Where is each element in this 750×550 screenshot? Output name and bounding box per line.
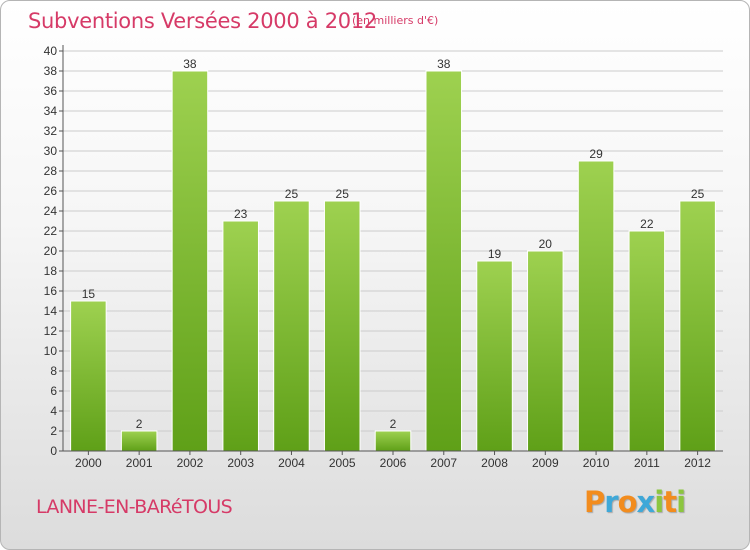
bar-2002 (171, 70, 209, 452)
data-label: 2 (390, 417, 397, 431)
data-label: 15 (82, 287, 96, 301)
data-label: 2 (136, 417, 143, 431)
y-tick-label: 34 (44, 104, 58, 118)
bar-2000 (70, 300, 107, 452)
x-tick-label: 2012 (684, 456, 711, 470)
y-tick-label: 28 (44, 164, 58, 178)
x-tick-label: 2001 (126, 456, 153, 470)
data-label: 22 (640, 217, 654, 231)
logo-letter: x (636, 485, 656, 519)
logo-letter: o (617, 485, 638, 519)
y-tick-label: 30 (44, 144, 58, 158)
data-label: 19 (488, 247, 502, 261)
y-tick-label: 12 (44, 324, 58, 338)
axes (62, 45, 723, 452)
x-tick-label: 2005 (329, 456, 356, 470)
data-label: 25 (336, 187, 350, 201)
x-tick-label: 2004 (278, 456, 305, 470)
y-tick-label: 14 (44, 304, 58, 318)
x-tick-label: 2003 (227, 456, 254, 470)
bars (70, 70, 716, 452)
x-tick-label: 2008 (481, 456, 508, 470)
y-tick-label: 8 (50, 364, 57, 378)
bar-2006 (374, 430, 412, 452)
y-tick-label: 22 (44, 224, 58, 238)
y-tick-label: 36 (44, 84, 58, 98)
y-tick-label: 10 (44, 344, 58, 358)
x-tick-label: 2000 (75, 456, 102, 470)
data-labels: 15 2 38 23 25 25 2 38 19 20 29 22 25 (82, 57, 705, 431)
bar-2003 (222, 220, 259, 452)
data-label: 23 (234, 207, 248, 221)
logo-letter: r (604, 485, 618, 519)
y-tick-label: 38 (44, 64, 58, 78)
bar-2001 (120, 430, 158, 452)
bar-2011 (628, 230, 666, 452)
y-tick-label: 4 (50, 404, 57, 418)
y-tick-label: 32 (44, 124, 58, 138)
logo-letter: i (676, 485, 686, 519)
x-tick-label: 2002 (177, 456, 204, 470)
data-label: 20 (539, 237, 553, 251)
bar-2010 (577, 160, 615, 452)
bar-2009 (527, 250, 564, 452)
data-label: 25 (285, 187, 299, 201)
logo-letter: i (654, 485, 664, 519)
y-tick-label: 6 (50, 384, 57, 398)
proxiti-logo[interactable]: Proxiti (584, 485, 686, 519)
logo-letter: t (663, 485, 677, 519)
x-tick-label: 2009 (532, 456, 559, 470)
x-tick-label: 2010 (583, 456, 610, 470)
y-tick-label: 26 (44, 184, 58, 198)
bar-2008 (476, 260, 513, 452)
y-tick-label: 24 (44, 204, 58, 218)
data-label: 29 (589, 147, 603, 161)
y-tick-label: 40 (44, 44, 58, 58)
data-label: 25 (691, 187, 705, 201)
bar-2005 (323, 200, 361, 452)
y-tick-label: 0 (50, 444, 57, 458)
y-tick-label: 16 (44, 284, 58, 298)
y-tick-label: 18 (44, 264, 58, 278)
bar-2004 (273, 200, 310, 452)
x-axis-ticks: 2000 2001 2002 2003 2004 2005 2006 2007 2008 2009… (75, 451, 711, 470)
bar-2012 (679, 200, 716, 452)
bar-2007 (425, 70, 463, 452)
data-label: 38 (437, 57, 451, 71)
x-tick-label: 2011 (634, 456, 660, 470)
data-label: 38 (183, 57, 197, 71)
y-tick-label: 2 (50, 424, 57, 438)
y-tick-label: 20 (44, 244, 58, 258)
x-tick-label: 2006 (380, 456, 407, 470)
x-tick-label: 2007 (430, 456, 457, 470)
chart-title: Subventions Versées 2000 à 2012 (28, 9, 377, 33)
unit-note: (en milliers d'€) (352, 14, 439, 27)
grid-lines (63, 50, 723, 432)
logo-letter: P (584, 485, 605, 519)
commune-name: LANNE-EN-BARéTOUS (36, 496, 233, 518)
